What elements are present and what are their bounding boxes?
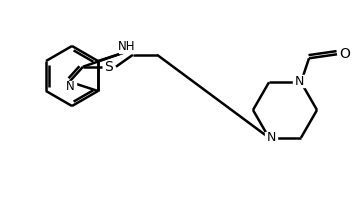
Bar xyxy=(64,81,76,93)
Text: N: N xyxy=(66,80,75,93)
Bar xyxy=(119,41,135,53)
Text: N: N xyxy=(266,131,276,144)
Text: N: N xyxy=(294,75,304,88)
Bar xyxy=(293,75,305,87)
Text: S: S xyxy=(104,60,113,74)
Text: O: O xyxy=(340,47,351,61)
Bar xyxy=(338,47,352,61)
Bar xyxy=(265,132,277,144)
Text: NH: NH xyxy=(118,40,135,53)
